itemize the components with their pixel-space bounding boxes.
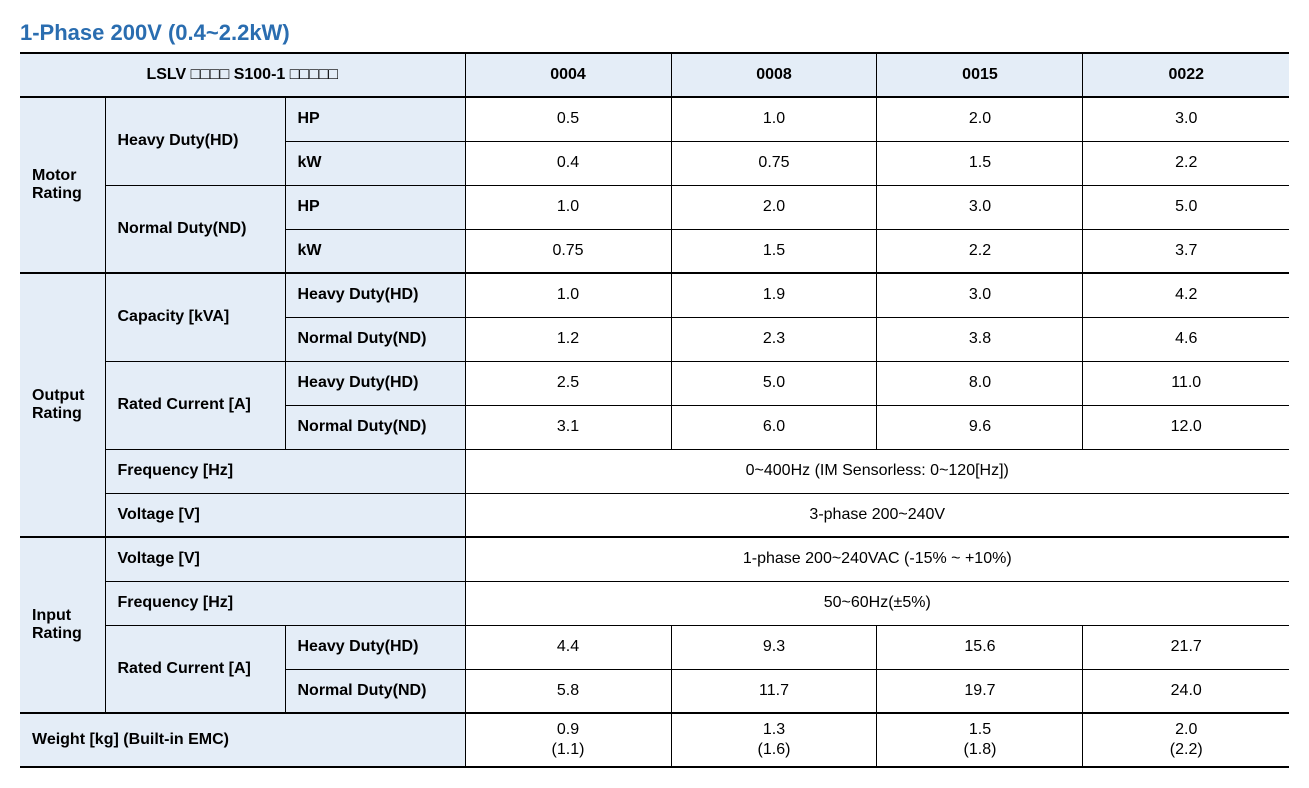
cell: 5.8 bbox=[465, 669, 671, 713]
table-row: Normal Duty(ND) HP 1.0 2.0 3.0 5.0 bbox=[20, 185, 1289, 229]
weight-main: 1.3 bbox=[684, 720, 865, 740]
table-row: Rated Current [A] Heavy Duty(HD) 4.4 9.3… bbox=[20, 625, 1289, 669]
col-0022: 0022 bbox=[1083, 53, 1289, 97]
output-current-nd-label: Normal Duty(ND) bbox=[285, 405, 465, 449]
cell: 8.0 bbox=[877, 361, 1083, 405]
cell: 1.5 bbox=[671, 229, 877, 273]
cell: 1.2 bbox=[465, 317, 671, 361]
cell: 3.0 bbox=[877, 273, 1083, 317]
cell: 9.3 bbox=[671, 625, 877, 669]
weight-main: 2.0 bbox=[1095, 720, 1277, 740]
weight-label: Weight [kg] (Built-in EMC) bbox=[20, 713, 465, 767]
cell: 0.5 bbox=[465, 97, 671, 141]
weight-cell: 0.9 (1.1) bbox=[465, 713, 671, 767]
cell: 2.2 bbox=[1083, 141, 1289, 185]
table-row: Frequency [Hz] 50~60Hz(±5%) bbox=[20, 581, 1289, 625]
input-current-label: Rated Current [A] bbox=[105, 625, 285, 713]
weight-cell: 1.5 (1.8) bbox=[877, 713, 1083, 767]
table-row: Output Rating Capacity [kVA] Heavy Duty(… bbox=[20, 273, 1289, 317]
output-current-label: Rated Current [A] bbox=[105, 361, 285, 449]
output-voltage-label: Voltage [V] bbox=[105, 493, 465, 537]
output-capacity-hd-label: Heavy Duty(HD) bbox=[285, 273, 465, 317]
output-capacity-label: Capacity [kVA] bbox=[105, 273, 285, 361]
cell: 3.0 bbox=[1083, 97, 1289, 141]
cell: 1.5 bbox=[877, 141, 1083, 185]
cell: 5.0 bbox=[671, 361, 877, 405]
cell: 0.75 bbox=[671, 141, 877, 185]
cell: 4.2 bbox=[1083, 273, 1289, 317]
weight-sub: (2.2) bbox=[1095, 740, 1277, 760]
cell: 3.0 bbox=[877, 185, 1083, 229]
output-frequency-value: 0~400Hz (IM Sensorless: 0~120[Hz]) bbox=[465, 449, 1289, 493]
motor-nd-label: Normal Duty(ND) bbox=[105, 185, 285, 273]
cell: 0.75 bbox=[465, 229, 671, 273]
cell: 19.7 bbox=[877, 669, 1083, 713]
cell: 11.0 bbox=[1083, 361, 1289, 405]
input-frequency-value: 50~60Hz(±5%) bbox=[465, 581, 1289, 625]
cell: 4.4 bbox=[465, 625, 671, 669]
cell: 2.3 bbox=[671, 317, 877, 361]
weight-sub: (1.8) bbox=[889, 740, 1070, 760]
output-current-hd-label: Heavy Duty(HD) bbox=[285, 361, 465, 405]
weight-cell: 2.0 (2.2) bbox=[1083, 713, 1289, 767]
weight-sub: (1.6) bbox=[684, 740, 865, 760]
output-rating-label: Output Rating bbox=[20, 273, 105, 537]
table-row: Rated Current [A] Heavy Duty(HD) 2.5 5.0… bbox=[20, 361, 1289, 405]
cell: 12.0 bbox=[1083, 405, 1289, 449]
output-frequency-label: Frequency [Hz] bbox=[105, 449, 465, 493]
cell: 1.0 bbox=[671, 97, 877, 141]
col-0015: 0015 bbox=[877, 53, 1083, 97]
motor-hd-label: Heavy Duty(HD) bbox=[105, 97, 285, 185]
cell: 24.0 bbox=[1083, 669, 1289, 713]
motor-nd-hp-label: HP bbox=[285, 185, 465, 229]
cell: 1.9 bbox=[671, 273, 877, 317]
cell: 6.0 bbox=[671, 405, 877, 449]
table-header-row: LSLV □□□□ S100-1 □□□□□ 0004 0008 0015 00… bbox=[20, 53, 1289, 97]
cell: 1.0 bbox=[465, 185, 671, 229]
table-row: Frequency [Hz] 0~400Hz (IM Sensorless: 0… bbox=[20, 449, 1289, 493]
cell: 3.1 bbox=[465, 405, 671, 449]
input-frequency-label: Frequency [Hz] bbox=[105, 581, 465, 625]
cell: 11.7 bbox=[671, 669, 877, 713]
spec-table: LSLV □□□□ S100-1 □□□□□ 0004 0008 0015 00… bbox=[20, 52, 1289, 768]
cell: 0.4 bbox=[465, 141, 671, 185]
cell: 2.0 bbox=[671, 185, 877, 229]
input-voltage-value: 1-phase 200~240VAC (-15% ~ +10%) bbox=[465, 537, 1289, 581]
weight-sub: (1.1) bbox=[478, 740, 659, 760]
table-row: Input Rating Voltage [V] 1-phase 200~240… bbox=[20, 537, 1289, 581]
weight-main: 1.5 bbox=[889, 720, 1070, 740]
model-label: LSLV □□□□ S100-1 □□□□□ bbox=[20, 53, 465, 97]
motor-rating-label: Motor Rating bbox=[20, 97, 105, 273]
output-capacity-nd-label: Normal Duty(ND) bbox=[285, 317, 465, 361]
cell: 4.6 bbox=[1083, 317, 1289, 361]
input-current-nd-label: Normal Duty(ND) bbox=[285, 669, 465, 713]
table-row: Motor Rating Heavy Duty(HD) HP 0.5 1.0 2… bbox=[20, 97, 1289, 141]
input-current-hd-label: Heavy Duty(HD) bbox=[285, 625, 465, 669]
weight-cell: 1.3 (1.6) bbox=[671, 713, 877, 767]
input-voltage-label: Voltage [V] bbox=[105, 537, 465, 581]
cell: 1.0 bbox=[465, 273, 671, 317]
table-row: Weight [kg] (Built-in EMC) 0.9 (1.1) 1.3… bbox=[20, 713, 1289, 767]
cell: 9.6 bbox=[877, 405, 1083, 449]
page-title: 1-Phase 200V (0.4~2.2kW) bbox=[20, 20, 1289, 46]
cell: 3.8 bbox=[877, 317, 1083, 361]
input-rating-label: Input Rating bbox=[20, 537, 105, 713]
cell: 15.6 bbox=[877, 625, 1083, 669]
motor-nd-kw-label: kW bbox=[285, 229, 465, 273]
col-0004: 0004 bbox=[465, 53, 671, 97]
cell: 2.2 bbox=[877, 229, 1083, 273]
table-row: Voltage [V] 3-phase 200~240V bbox=[20, 493, 1289, 537]
col-0008: 0008 bbox=[671, 53, 877, 97]
cell: 3.7 bbox=[1083, 229, 1289, 273]
cell: 2.0 bbox=[877, 97, 1083, 141]
motor-hd-kw-label: kW bbox=[285, 141, 465, 185]
cell: 2.5 bbox=[465, 361, 671, 405]
output-voltage-value: 3-phase 200~240V bbox=[465, 493, 1289, 537]
weight-main: 0.9 bbox=[478, 720, 659, 740]
motor-hd-hp-label: HP bbox=[285, 97, 465, 141]
cell: 21.7 bbox=[1083, 625, 1289, 669]
cell: 5.0 bbox=[1083, 185, 1289, 229]
